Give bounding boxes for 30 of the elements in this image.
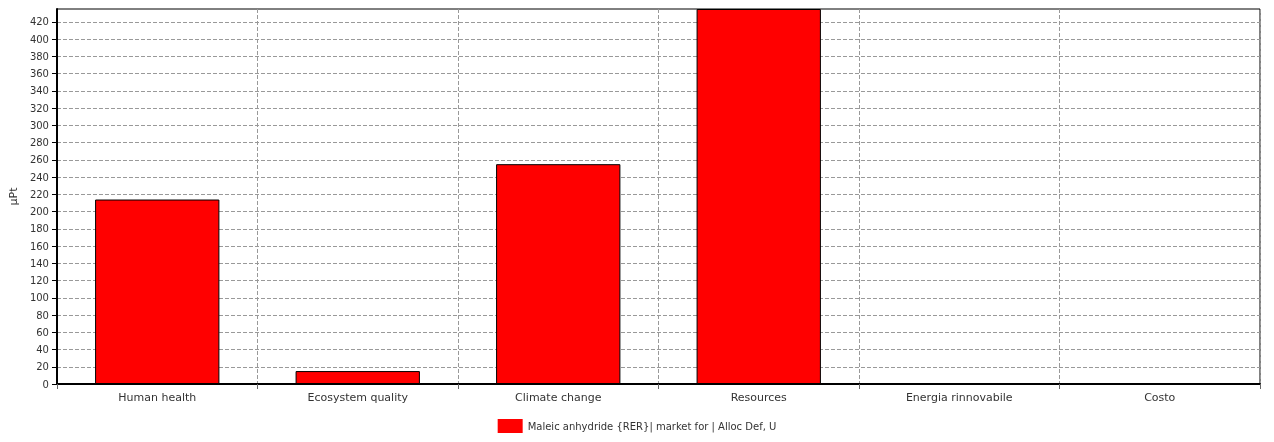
legend-label: Maleic anhydride {RER}| market for | Alloc Def, U xyxy=(527,420,777,433)
y-tick-label: 320 xyxy=(29,102,49,114)
y-tick-label: 220 xyxy=(29,188,49,200)
y-tick-label: 100 xyxy=(29,292,49,304)
x-tick-label: Human health xyxy=(118,391,197,404)
y-tick-label: 80 xyxy=(36,309,49,321)
y-tick-label: 20 xyxy=(36,361,49,373)
x-tick-label: Climate change xyxy=(515,391,602,404)
y-tick-label: 200 xyxy=(29,206,49,218)
y-tick-label: 60 xyxy=(36,326,49,338)
y-tick-label: 0 xyxy=(42,378,49,390)
y-tick-label: 260 xyxy=(29,154,49,166)
y-tick-label: 340 xyxy=(29,85,49,97)
y-tick-label: 160 xyxy=(29,240,49,252)
y-tick-label: 360 xyxy=(29,68,49,80)
y-tick-label: 180 xyxy=(29,223,49,235)
x-tick-label: Ecosystem quality xyxy=(307,391,409,404)
y-tick-label: 280 xyxy=(29,137,49,149)
y-tick-label: 140 xyxy=(29,257,49,269)
y-tick-label: 240 xyxy=(29,171,49,183)
y-tick-label: 300 xyxy=(29,119,49,131)
y-tick-label: 380 xyxy=(29,50,49,62)
y-tick-label: 400 xyxy=(29,33,49,45)
y-axis-title: µPt xyxy=(7,186,20,206)
y-tick-label: 40 xyxy=(36,344,49,356)
y-tick-label: 120 xyxy=(29,275,49,287)
x-tick-label: Costo xyxy=(1144,391,1176,404)
y-tick-label: 420 xyxy=(29,16,49,28)
x-tick-label: Energia rinnovabile xyxy=(905,391,1013,404)
x-tick-label: Resources xyxy=(730,391,788,404)
